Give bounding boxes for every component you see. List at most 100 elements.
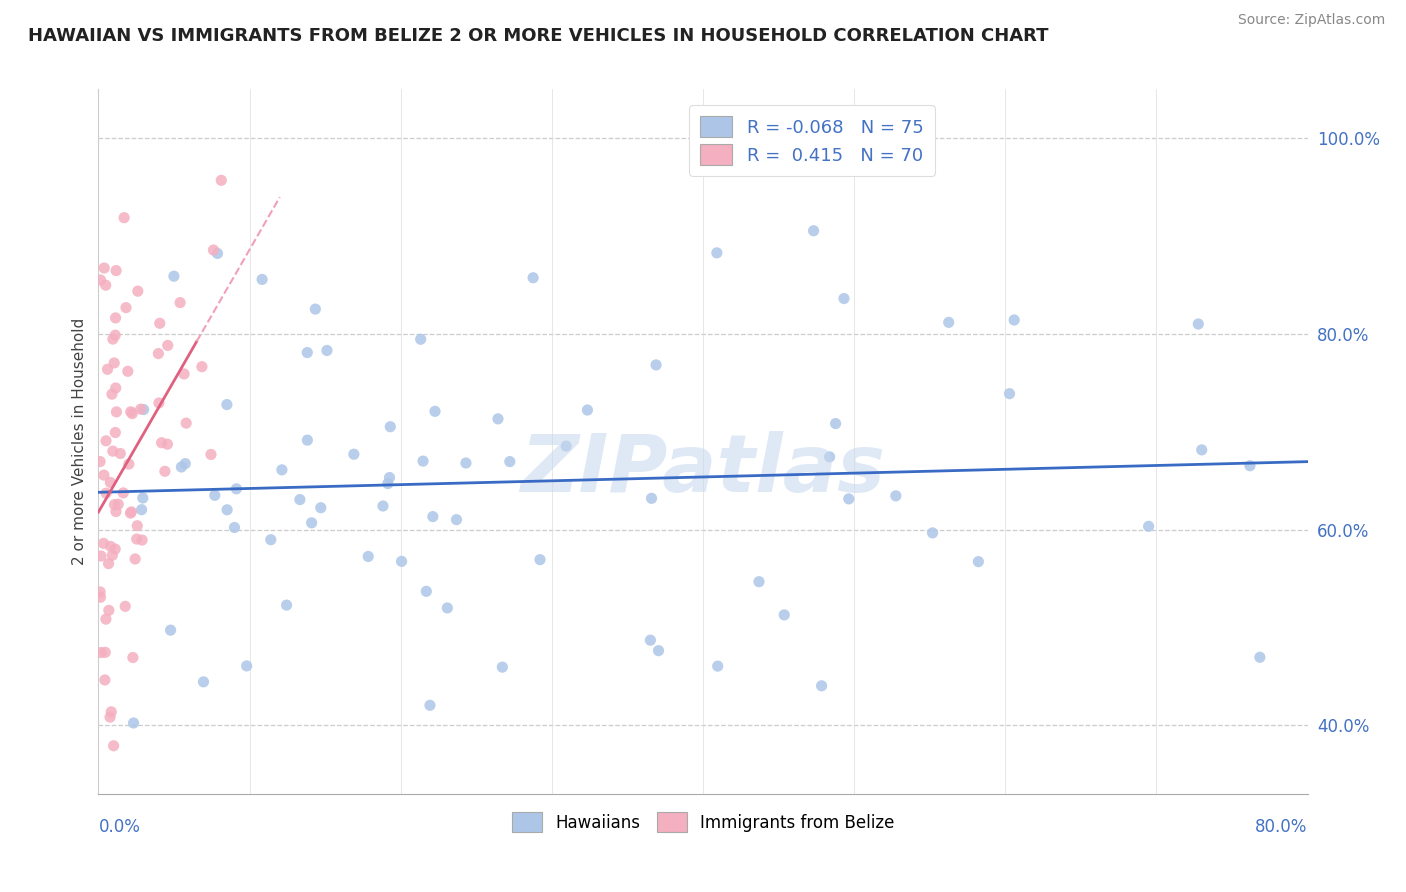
Point	[640, 633, 662, 648]
Point	[260, 533, 283, 547]
Point	[100, 475, 122, 490]
Legend: Hawaiians, Immigrants from Belize: Hawaiians, Immigrants from Belize	[505, 805, 901, 838]
Point	[97, 603, 120, 617]
Point	[105, 405, 128, 419]
Point	[884, 489, 907, 503]
Point	[120, 405, 142, 419]
Point	[209, 173, 232, 187]
Point	[202, 243, 225, 257]
Point	[250, 272, 273, 286]
Y-axis label: 2 or more Vehicles in Household: 2 or more Vehicles in Household	[72, 318, 87, 566]
Point	[100, 705, 122, 719]
Point	[423, 404, 446, 418]
Point	[200, 447, 222, 461]
Point	[149, 316, 172, 330]
Point	[288, 492, 311, 507]
Text: Source: ZipAtlas.com: Source: ZipAtlas.com	[1237, 13, 1385, 28]
Point	[818, 450, 841, 464]
Point	[104, 542, 127, 557]
Point	[115, 301, 138, 315]
Point	[204, 488, 226, 502]
Point	[93, 536, 115, 550]
Point	[217, 503, 239, 517]
Point	[131, 533, 153, 547]
Point	[1002, 313, 1025, 327]
Text: 0.0%: 0.0%	[98, 818, 141, 837]
Point	[148, 396, 170, 410]
Point	[103, 498, 125, 512]
Point	[104, 328, 127, 343]
Point	[89, 273, 111, 287]
Point	[309, 500, 332, 515]
Point	[104, 381, 127, 395]
Point	[706, 659, 728, 673]
Point	[371, 499, 394, 513]
Point	[150, 435, 173, 450]
Point	[555, 439, 578, 453]
Point	[191, 359, 214, 374]
Point	[120, 506, 142, 520]
Point	[100, 540, 122, 554]
Point	[645, 358, 668, 372]
Point	[94, 612, 117, 626]
Point	[647, 643, 669, 657]
Point	[810, 679, 832, 693]
Point	[110, 446, 132, 460]
Point	[174, 457, 197, 471]
Point	[104, 504, 127, 518]
Point	[378, 470, 401, 484]
Point	[357, 549, 380, 564]
Point	[832, 292, 855, 306]
Point	[193, 674, 215, 689]
Point	[415, 584, 437, 599]
Point	[640, 491, 662, 506]
Point	[446, 513, 468, 527]
Point	[207, 246, 229, 260]
Point	[129, 402, 152, 417]
Point	[90, 646, 112, 660]
Point	[112, 486, 135, 500]
Point	[436, 601, 458, 615]
Point	[170, 460, 193, 475]
Point	[94, 434, 117, 448]
Point	[159, 623, 181, 637]
Point	[276, 598, 298, 612]
Point	[98, 710, 121, 724]
Point	[409, 332, 432, 346]
Point	[522, 270, 544, 285]
Point	[412, 454, 434, 468]
Point	[93, 260, 115, 275]
Point	[529, 552, 551, 566]
Point	[706, 245, 728, 260]
Point	[105, 263, 128, 277]
Point	[169, 295, 191, 310]
Point	[343, 447, 366, 461]
Point	[1187, 317, 1209, 331]
Point	[103, 739, 125, 753]
Point	[773, 607, 796, 622]
Point	[1137, 519, 1160, 533]
Point	[153, 464, 176, 478]
Point	[1191, 442, 1213, 457]
Point	[454, 456, 477, 470]
Point	[838, 491, 860, 506]
Point	[297, 345, 319, 359]
Point	[377, 476, 399, 491]
Point	[235, 659, 257, 673]
Point	[101, 387, 124, 401]
Point	[173, 367, 195, 381]
Point	[125, 532, 148, 546]
Point	[89, 591, 111, 605]
Point	[97, 557, 120, 571]
Point	[120, 505, 142, 519]
Point	[486, 412, 509, 426]
Point	[101, 548, 124, 562]
Point	[163, 269, 186, 284]
Point	[1249, 650, 1271, 665]
Point	[174, 416, 197, 430]
Point	[89, 454, 111, 468]
Point	[121, 407, 143, 421]
Point	[114, 599, 136, 614]
Point	[96, 362, 118, 376]
Point	[270, 463, 292, 477]
